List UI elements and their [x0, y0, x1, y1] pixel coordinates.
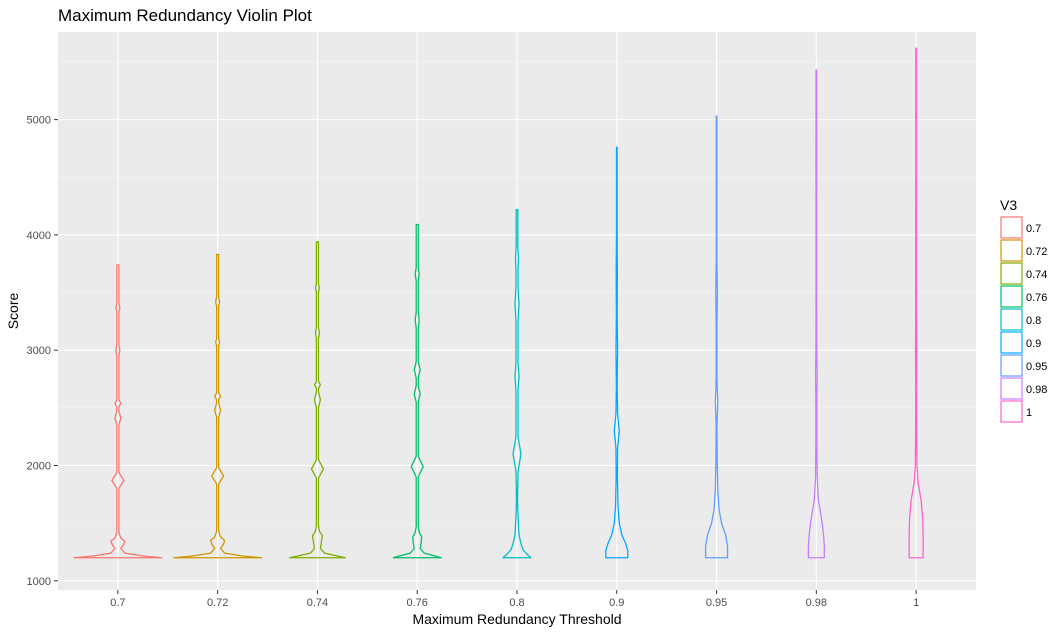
violin-0.8	[502, 208, 532, 559]
x-axis: 0.7 0.72 0.74 0.76 0.8 0.9 0.95 0.98 1	[110, 590, 919, 609]
violin-0.98	[807, 69, 825, 559]
x-tick-label: 0.8	[509, 597, 524, 609]
violin-0.7	[73, 264, 163, 559]
violin-0.9	[605, 146, 629, 559]
violin-0.76	[392, 223, 442, 559]
x-tick-label: 0.7	[110, 597, 125, 609]
x-axis-title: Maximum Redundancy Threshold	[412, 611, 621, 627]
violins	[73, 47, 924, 559]
legend-key	[1000, 331, 1023, 354]
legend-label: 0.74	[1026, 269, 1047, 281]
x-tick-label: 0.9	[609, 597, 624, 609]
legend-label: 0.76	[1026, 292, 1047, 304]
legend-label: 0.9	[1026, 338, 1041, 350]
legend-key	[1000, 262, 1023, 285]
violin-1	[908, 47, 924, 559]
legend-key	[1000, 285, 1023, 308]
y-tick-label: 2000	[27, 460, 51, 472]
legend-key	[1000, 239, 1023, 262]
legend-label: 0.8	[1026, 315, 1041, 327]
legend: V3 0.7 0.72 0.74 0.76 0.8 0.9 0.95 0.98 1	[1000, 197, 1047, 423]
legend-label: 0.7	[1026, 223, 1041, 235]
violin-0.74	[288, 241, 347, 559]
y-tick-label: 3000	[27, 345, 51, 357]
y-tick-label: 5000	[27, 115, 51, 127]
legend-key	[1000, 216, 1023, 239]
legend-key	[1000, 400, 1023, 423]
violin-0.95	[704, 115, 729, 559]
major-gridlines	[58, 32, 976, 590]
x-tick-label: 0.76	[407, 597, 428, 609]
legend-label: 0.72	[1026, 246, 1047, 258]
x-tick-label: 0.74	[307, 597, 328, 609]
y-tick-label: 1000	[27, 576, 51, 588]
legend-label: 1	[1026, 407, 1032, 419]
legend-label: 0.98	[1026, 384, 1047, 396]
x-tick-label: 0.98	[806, 597, 827, 609]
legend-key	[1000, 308, 1023, 331]
x-tick-label: 0.72	[207, 597, 228, 609]
legend-label: 0.95	[1026, 361, 1047, 373]
legend-key	[1000, 377, 1023, 400]
y-axis-title: Score	[5, 293, 21, 330]
x-tick-label: 0.95	[706, 597, 727, 609]
y-tick-label: 4000	[27, 230, 51, 242]
x-tick-label: 1	[913, 597, 919, 609]
legend-title: V3	[1000, 197, 1017, 213]
chart-title: Maximum Redundancy Violin Plot	[58, 6, 312, 25]
y-axis: 1000 2000 3000 4000 5000	[27, 115, 58, 588]
legend-key	[1000, 354, 1023, 377]
violin-0.72	[173, 253, 263, 559]
